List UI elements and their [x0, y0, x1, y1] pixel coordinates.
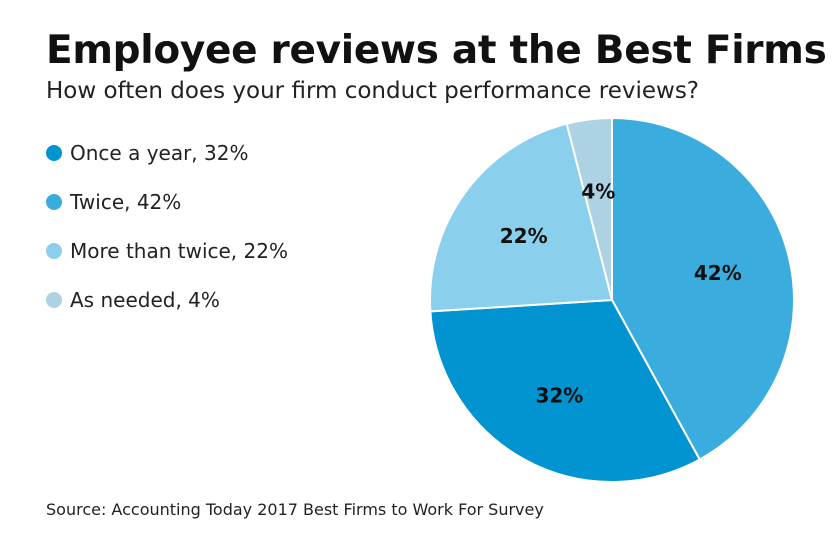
legend-item-more-than-twice: More than twice, 22%: [46, 238, 288, 263]
legend-swatch-icon: [46, 291, 62, 308]
legend-label: Twice, 42%: [70, 189, 182, 214]
legend-item-as-needed: As needed, 4%: [46, 287, 288, 312]
pie-slice-twice: [611, 117, 795, 461]
pie-slice-once-a-year: [429, 299, 701, 483]
chart-subtitle: How often does your firm conduct perform…: [46, 78, 700, 104]
slice-label-once-a-year: 32%: [535, 384, 583, 408]
legend-item-twice: Twice, 42%: [46, 189, 288, 214]
legend-item-once-a-year: Once a year, 32%: [46, 140, 288, 165]
legend-label: As needed, 4%: [70, 287, 220, 312]
pie-slice-more-than-twice: [429, 122, 613, 313]
legend-swatch-icon: [46, 144, 62, 161]
chart-title: Employee reviews at the Best Firms: [46, 28, 827, 73]
legend-label: More than twice, 22%: [70, 238, 288, 263]
slice-label-twice: 42%: [694, 261, 742, 285]
source-note: Source: Accounting Today 2017 Best Firms…: [46, 500, 544, 519]
legend-swatch-icon: [46, 242, 62, 259]
legend: Once a year, 32% Twice, 42% More than tw…: [46, 140, 288, 336]
slice-label-more-than-twice: 22%: [500, 224, 548, 248]
pie-slice-as-needed: [565, 117, 613, 301]
legend-label: Once a year, 32%: [70, 140, 249, 165]
slice-label-as-needed: 4%: [581, 180, 615, 204]
legend-swatch-icon: [46, 193, 62, 210]
